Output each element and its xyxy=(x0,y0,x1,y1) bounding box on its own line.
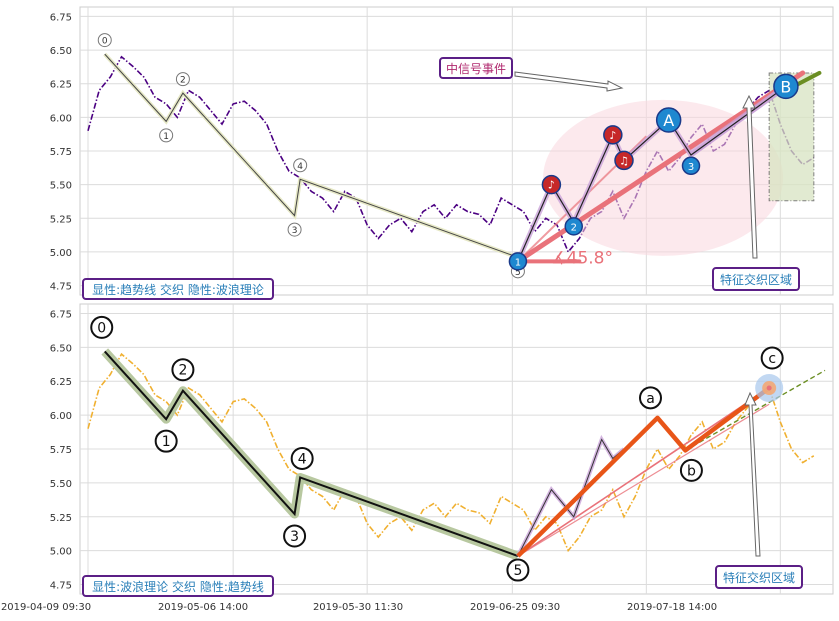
event-glyph: ♫ xyxy=(619,154,629,167)
trend-node xyxy=(681,156,701,176)
y-tick-label: 6.75 xyxy=(50,309,72,320)
wave-marker xyxy=(171,358,195,382)
event-marker xyxy=(614,150,634,171)
event-marker xyxy=(603,125,623,145)
angle-label: ∡45.8° xyxy=(551,249,613,269)
wave-label: 4 xyxy=(297,162,303,172)
wave-marker xyxy=(293,158,308,173)
wave-line xyxy=(104,350,519,557)
wave-label: 3 xyxy=(292,226,298,236)
wave-marker xyxy=(97,33,112,48)
highlight-ellipse xyxy=(543,99,784,256)
abc-marker xyxy=(639,386,662,410)
wave-line xyxy=(104,53,519,258)
x-tick-label: 2019-05-30 11:30 xyxy=(313,602,403,613)
wave-marker xyxy=(154,429,178,453)
wave-marker xyxy=(175,72,190,87)
zigzag-line xyxy=(517,438,625,557)
wave-marker xyxy=(290,446,314,470)
event-glyph: ♪ xyxy=(548,179,555,192)
y-tick-label: 6.75 xyxy=(50,12,72,23)
event-label-text: 中信号事件 xyxy=(446,61,506,76)
wave-marker xyxy=(159,128,174,143)
trend-node xyxy=(773,73,799,100)
abc-label: a xyxy=(646,391,655,407)
y-tick-label: 6.50 xyxy=(50,46,72,57)
y-tick-label: 5.50 xyxy=(50,181,72,192)
trend-node xyxy=(508,252,528,271)
y-tick-label: 6.50 xyxy=(50,343,72,354)
event-label-box xyxy=(439,57,513,79)
bottom-panel: 4.75 5.00 5.25 5.50 5.75 6.00 6.25 6.50 6.75 0 1 2 3… xyxy=(50,303,834,597)
wave-label: 0 xyxy=(102,37,108,47)
caption-box xyxy=(82,575,274,597)
abc-marker xyxy=(760,346,784,370)
x-tick-label: 2019-07-18 14:00 xyxy=(627,602,717,613)
y-tick-label: 4.75 xyxy=(50,282,72,293)
y-tick-label: 5.00 xyxy=(50,248,72,259)
trend-node xyxy=(564,217,583,236)
trend-node-label: 1 xyxy=(515,257,521,268)
trend-node-label: B xyxy=(780,77,791,96)
abc-label: c xyxy=(768,351,776,367)
y-tick-label: 5.00 xyxy=(50,547,72,558)
wave-label: 1 xyxy=(162,434,171,450)
y-tick-label: 5.25 xyxy=(50,214,72,225)
y-tick-label: 5.75 xyxy=(50,445,72,456)
c-dot xyxy=(766,385,772,391)
zone-arrow xyxy=(744,391,761,557)
wave-label: 4 xyxy=(298,451,307,467)
caption-box xyxy=(82,278,274,300)
wave-marker xyxy=(506,558,530,582)
y-tick-label: 5.75 xyxy=(50,147,72,158)
y-tick-label: 6.00 xyxy=(50,113,72,124)
y-tick-label: 6.00 xyxy=(50,411,72,422)
zone-label-text: 特征交织区域 xyxy=(720,272,792,287)
wave-label: 5 xyxy=(515,268,521,278)
abc-marker xyxy=(679,458,703,482)
y-tick-label: 5.50 xyxy=(50,479,72,490)
trend-node-label: 2 xyxy=(571,222,577,233)
price-series-line xyxy=(87,352,815,553)
trend-node-label: 3 xyxy=(688,162,694,173)
y-tick-label: 6.25 xyxy=(50,80,72,91)
caption-text: 显性:波浪理论 交织 隐性:趋势线 xyxy=(92,579,264,594)
zone-arrow xyxy=(742,94,758,259)
y-tick-label: 5.25 xyxy=(50,513,72,524)
x-axis: 2019-04-09 09:30 2019-05-06 14:00 2019-05-… xyxy=(1,602,717,613)
zone-label-box xyxy=(712,267,800,291)
x-tick-label: 2019-06-25 09:30 xyxy=(470,602,560,613)
wave-marker xyxy=(283,524,307,548)
event-glyph: ♪ xyxy=(609,129,616,142)
wave-marker xyxy=(90,315,114,339)
zone-label-box xyxy=(715,565,803,589)
trend-line-thin xyxy=(517,387,770,557)
x-tick-label: 2019-04-09 09:30 xyxy=(1,602,91,613)
event-arrow xyxy=(514,71,624,92)
trend-node xyxy=(655,107,682,133)
wave-label: 1 xyxy=(163,132,169,142)
wave-label: 5 xyxy=(513,563,522,579)
wave-label: 2 xyxy=(180,76,186,86)
wave-label: 0 xyxy=(97,320,106,336)
event-marker xyxy=(541,174,562,195)
top-panel: 4.75 5.00 5.25 5.50 5.75 6.00 6.25 6.50 6.75 0 1 2 3… xyxy=(50,6,834,300)
x-tick-label: 2019-05-06 14:00 xyxy=(158,602,248,613)
caption-text: 显性:趋势线 交织 隐性:波浪理论 xyxy=(92,282,264,297)
wave-label: 3 xyxy=(290,529,299,545)
abc-wave-line xyxy=(516,386,771,558)
y-tick-label: 6.25 xyxy=(50,377,72,388)
trend-line-dashed-green xyxy=(685,369,826,451)
trend-node-label: A xyxy=(663,111,674,130)
zone-label-text: 特征交织区域 xyxy=(723,570,795,585)
wave-marker xyxy=(287,222,302,237)
wave-label: 2 xyxy=(178,363,187,379)
abc-label: b xyxy=(687,463,696,479)
trend-line-thin-2 xyxy=(517,403,770,557)
y-tick-label: 4.75 xyxy=(50,581,72,592)
